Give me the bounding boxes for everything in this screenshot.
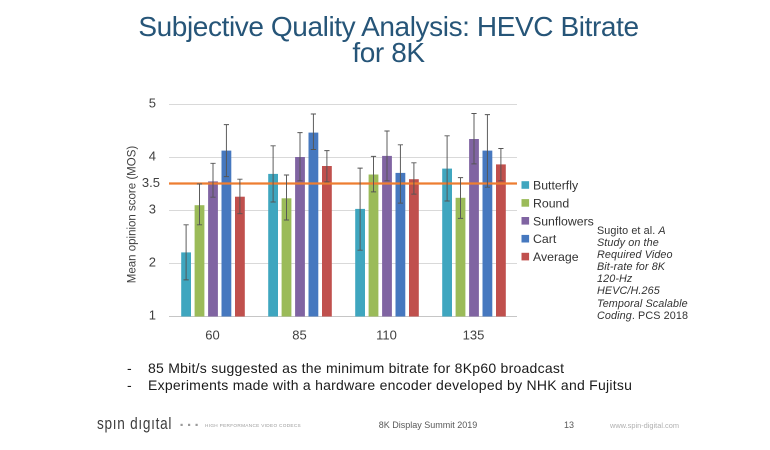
- svg-text:2: 2: [149, 255, 156, 270]
- svg-text:3: 3: [149, 202, 156, 217]
- svg-text:1: 1: [149, 308, 156, 323]
- svg-text:85: 85: [292, 328, 306, 343]
- svg-text:110: 110: [376, 328, 397, 343]
- svg-text:Cart: Cart: [533, 232, 557, 246]
- svg-text:60: 60: [205, 328, 219, 343]
- svg-text:4: 4: [149, 149, 156, 164]
- svg-text:Mean opinion score (MOS): Mean opinion score (MOS): [127, 146, 139, 284]
- svg-text:Butterfly: Butterfly: [533, 179, 579, 193]
- svg-text:135: 135: [463, 328, 485, 343]
- svg-text:Round: Round: [533, 196, 569, 210]
- svg-text:Average: Average: [533, 250, 579, 264]
- svg-text:Sunflowers: Sunflowers: [533, 214, 594, 228]
- svg-text:5: 5: [149, 96, 156, 111]
- svg-text:3.5: 3.5: [142, 175, 160, 190]
